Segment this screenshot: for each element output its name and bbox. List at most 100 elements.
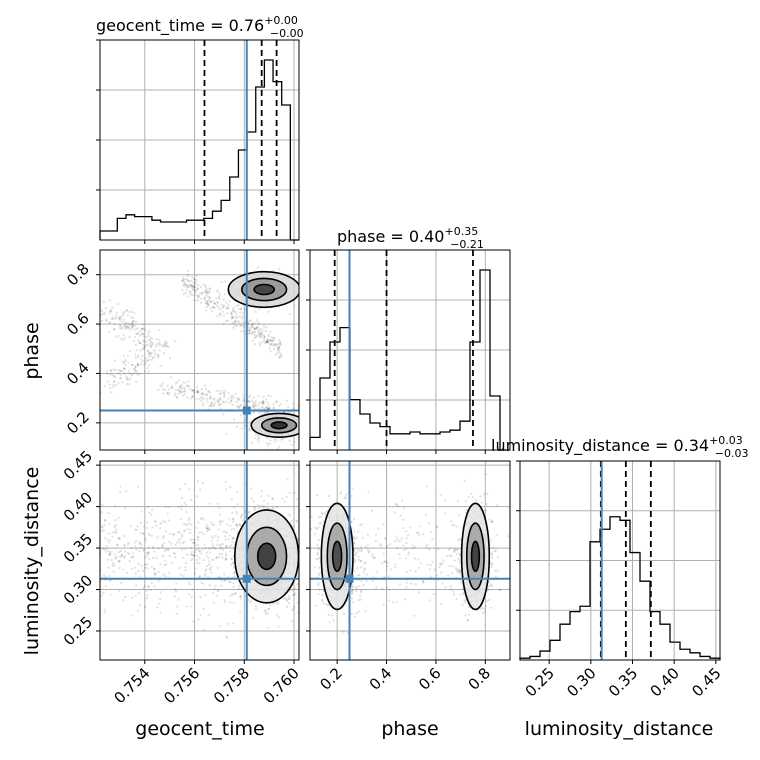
sample-point: [311, 423, 313, 425]
sample-point: [304, 414, 306, 416]
sample-point: [350, 590, 354, 593]
sample-point: [143, 584, 146, 587]
sample-point: [201, 391, 204, 395]
sample-point: [182, 293, 185, 296]
sample-point: [144, 362, 147, 365]
sample-point: [167, 519, 171, 522]
sample-point: [137, 562, 140, 565]
sample-point: [278, 356, 281, 359]
sample-point: [327, 613, 330, 617]
sample-point: [119, 549, 123, 553]
sample-point: [362, 583, 365, 587]
sample-point: [180, 533, 184, 536]
sample-point: [266, 339, 269, 342]
sample-point: [275, 613, 279, 616]
sample-point: [105, 545, 108, 548]
sample-point: [154, 353, 157, 356]
density-contour: [253, 283, 276, 296]
sample-point: [177, 392, 181, 396]
sample-point: [136, 525, 139, 528]
sample-point: [150, 341, 153, 344]
sample-point: [270, 338, 273, 342]
sample-point: [125, 309, 128, 312]
sample-point: [264, 407, 267, 410]
sample-point: [134, 572, 137, 575]
sample-point: [237, 398, 240, 401]
sample-point: [180, 390, 183, 393]
sample-point: [102, 300, 106, 304]
sample-point: [122, 318, 126, 321]
sample-point: [186, 396, 189, 399]
sample-point: [232, 585, 235, 589]
xlabel-phase: phase: [381, 718, 438, 740]
sample-point: [171, 561, 174, 564]
sample-point: [300, 579, 302, 581]
sample-point: [140, 328, 143, 331]
sample-point: [123, 372, 126, 375]
sample-point: [124, 327, 127, 331]
sample-point: [192, 554, 196, 557]
sample-point: [108, 321, 112, 324]
sample-point: [258, 341, 261, 344]
sample-point: [225, 546, 228, 549]
sample-point: [494, 549, 497, 552]
sample-point: [193, 299, 196, 302]
sample-point: [206, 551, 209, 554]
sample-point: [201, 516, 204, 520]
sample-point: [458, 537, 461, 541]
sample-point: [262, 400, 265, 404]
sample-point: [166, 512, 169, 515]
sample-point: [147, 550, 150, 553]
sample-point: [467, 613, 471, 616]
sample-point: [158, 349, 161, 352]
sample-point: [364, 561, 367, 564]
sample-point: [269, 350, 272, 353]
sample-point: [272, 402, 275, 406]
sample-point: [196, 479, 199, 483]
sample-point: [235, 523, 238, 526]
sample-point: [260, 331, 263, 334]
sample-point: [191, 557, 194, 560]
sample-point: [230, 399, 233, 402]
sample-point: [313, 532, 317, 536]
sample-point: [156, 606, 159, 609]
sample-point: [177, 389, 180, 392]
sample-point: [199, 301, 203, 304]
sample-point: [404, 598, 407, 601]
sample-point: [211, 523, 214, 527]
sample-point: [172, 552, 176, 555]
sample-point: [130, 326, 133, 329]
sample-point: [115, 555, 119, 558]
sample-point: [223, 598, 226, 602]
sample-point: [395, 600, 399, 603]
sample-point: [310, 515, 313, 518]
sample-point: [189, 293, 192, 296]
sample-point: [224, 530, 227, 533]
sample-point: [351, 601, 355, 604]
sample-point: [118, 323, 122, 327]
sample-point: [232, 528, 236, 531]
sample-point: [463, 599, 466, 602]
sample-point: [115, 384, 118, 387]
sample-point: [229, 524, 232, 528]
sample-point: [166, 392, 169, 395]
xtick-label: 0.4: [366, 664, 396, 694]
sample-point: [439, 562, 442, 565]
sample-point: [197, 299, 200, 302]
sample-point: [458, 561, 462, 564]
sample-point: [459, 581, 463, 584]
sample-point: [240, 330, 243, 333]
sample-point: [187, 592, 190, 596]
sample-point: [142, 332, 145, 335]
sample-point: [121, 326, 124, 330]
sample-point: [253, 326, 256, 329]
sample-point: [254, 433, 257, 437]
sample-point: [288, 492, 291, 495]
sample-point: [462, 591, 465, 594]
sample-point: [414, 545, 417, 549]
sample-point: [147, 332, 150, 335]
sample-point: [251, 322, 254, 325]
sample-point: [192, 391, 196, 395]
sample-point: [217, 528, 220, 531]
sample-point: [264, 609, 267, 612]
